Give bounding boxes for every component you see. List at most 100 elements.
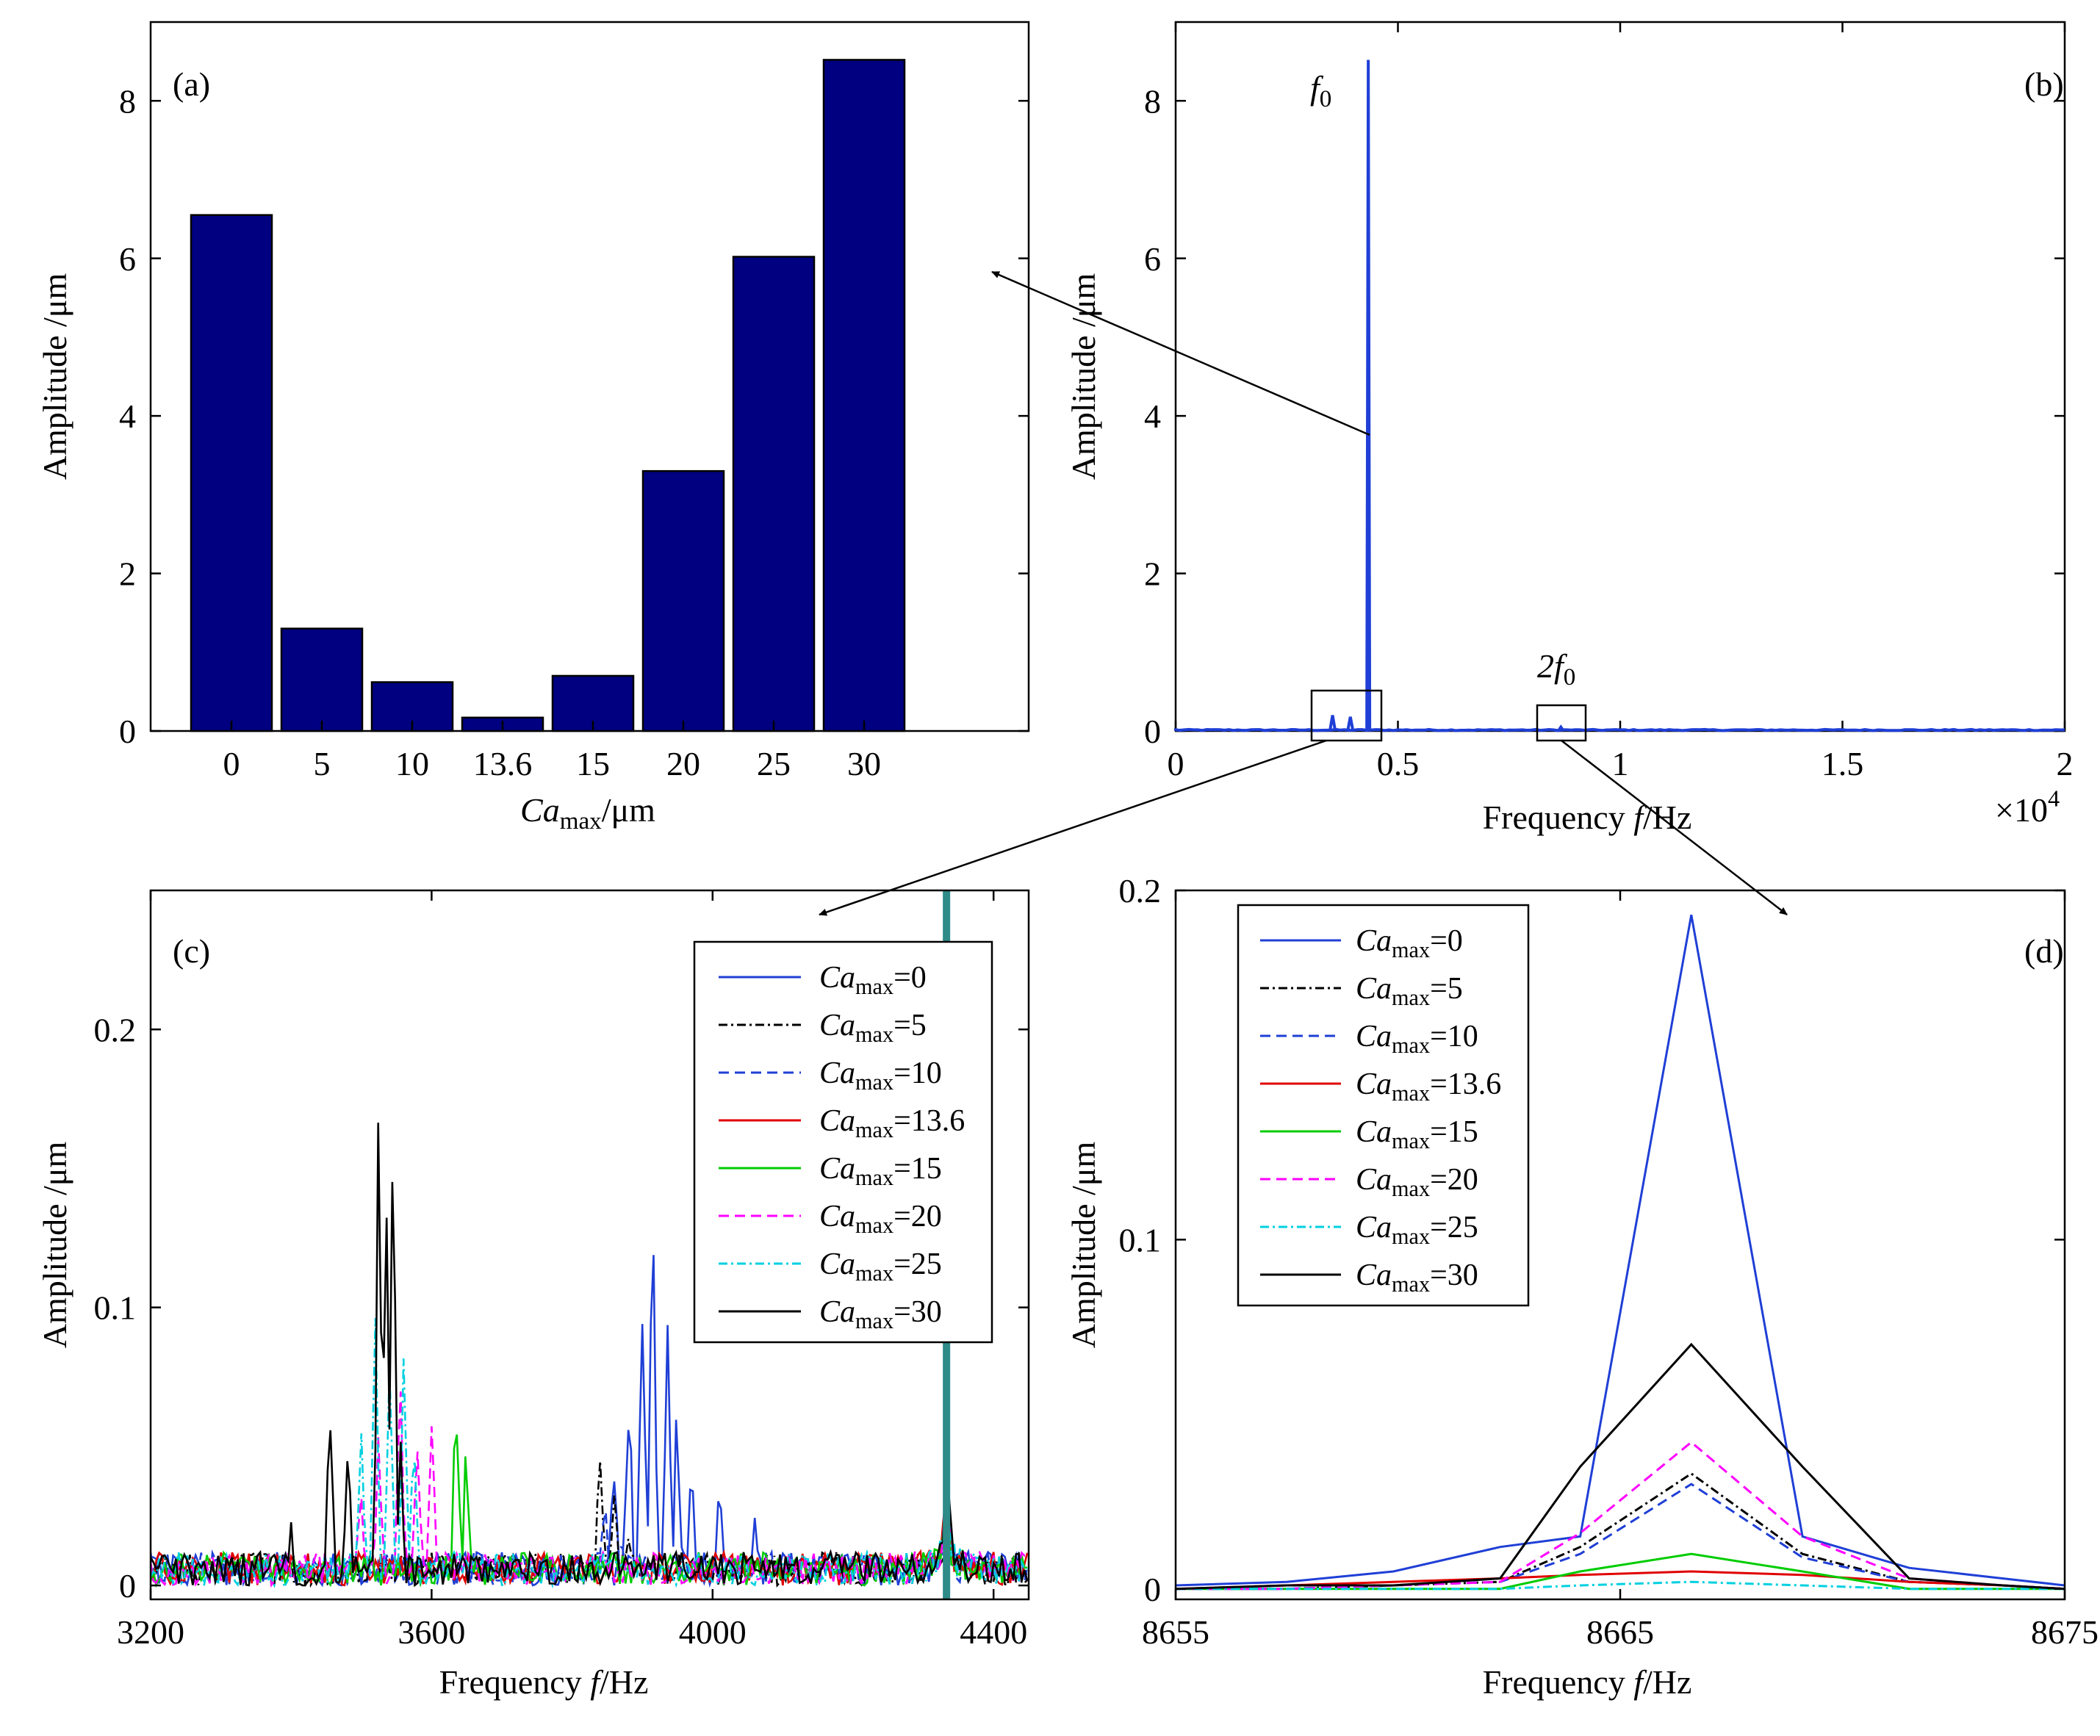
x-axis-label: Frequency f/Hz (1483, 1663, 1692, 1701)
minor-peak (1346, 716, 1355, 732)
arrow-to-a (991, 270, 1370, 436)
legend-label: Camax=0 (1356, 924, 1463, 962)
series-line-5 (1176, 1472, 2065, 1591)
y-tick-label: 2 (1144, 555, 1161, 593)
legend: Camax=0 Camax=5 Camax=10 Camax=13.6 Camax=15… (693, 940, 993, 1344)
legend-box (693, 940, 993, 1344)
x-tick-label: 8655 (1142, 1613, 1209, 1651)
y-tick-label: 0.1 (94, 1289, 137, 1327)
legend-label: Camax=15 (819, 1152, 942, 1190)
x-tick-label: 25 (757, 745, 791, 782)
x-axis-label: Camax/μm (520, 791, 655, 835)
x-tick-label: 5 (314, 745, 331, 782)
y-axis-label: Amplitude /μm (1065, 273, 1102, 480)
x-tick-label: 15 (576, 745, 610, 782)
bar-0 (190, 214, 273, 732)
y-tick-label: 0 (119, 713, 136, 750)
legend-box (1237, 904, 1530, 1307)
y-tick-label: 6 (1144, 240, 1161, 278)
y-tick-label: 2 (119, 555, 136, 593)
legend-label: Camax=25 (1356, 1211, 1478, 1249)
series-line-30 (151, 1123, 1029, 1587)
legend-label: Camax=20 (1356, 1163, 1478, 1201)
x-tick-label: 10 (395, 745, 429, 782)
x-tick-label: 8675 (2031, 1613, 2099, 1651)
x-tick-label: 1 (1612, 745, 1629, 782)
x-tick-label: 0 (223, 745, 240, 782)
legend-label: Camax=13.6 (1356, 1067, 1501, 1106)
y-tick-label: 4 (1144, 397, 1161, 435)
series-line-0 (1175, 915, 2065, 1587)
y-tick-label: 0 (1144, 713, 1161, 750)
y-tick-label: 0.1 (1119, 1221, 1162, 1258)
y-tick-label: 6 (119, 240, 136, 278)
plot-frame (1174, 21, 2066, 732)
legend-label: Camax=30 (819, 1295, 942, 1333)
x-tick-label: 0 (1168, 745, 1184, 782)
legend-label: Camax=10 (819, 1056, 942, 1095)
arrow-to-c (819, 739, 1327, 916)
panel-label: (d) (2024, 932, 2064, 970)
series-line-30 (1175, 1342, 2065, 1591)
series-line-13.6 (1175, 1570, 2065, 1591)
x-tick-label: 3600 (398, 1613, 465, 1651)
x-axis-label: Frequency f/Hz (439, 1663, 649, 1701)
y-tick-label: 8 (1144, 82, 1161, 120)
x-tick-label: 8665 (1586, 1613, 1654, 1651)
series-line-15 (1176, 1552, 2065, 1591)
series-line-25 (151, 1318, 1028, 1589)
x-tick-label: 4400 (960, 1613, 1027, 1651)
y-axis-label: Amplitude /μm (36, 273, 73, 480)
minor-peak (1328, 715, 1337, 732)
legend-label: Camax=10 (1356, 1020, 1478, 1058)
x-tick-label: 2 (2057, 745, 2074, 782)
peak-label-f0: f0 (1310, 69, 1331, 112)
bar-30 (822, 59, 906, 732)
legend-label: Camax=5 (819, 1009, 927, 1047)
zoom-box-d (1536, 704, 1587, 742)
plot-frame (149, 889, 1030, 1601)
connector-arrows (819, 270, 1788, 916)
legend-label: Camax=20 (819, 1200, 942, 1238)
bar-25 (732, 256, 816, 732)
x-tick-label: 3200 (117, 1613, 184, 1651)
panel-a-bar-chart: 0 5 10 13.6 15 20 25 30 0 2 4 6 8 (a) Amplitude /μm Cam… (36, 21, 1030, 835)
panel-label: (a) (173, 65, 210, 103)
peak-2f0 (1557, 724, 1565, 732)
legend-label: Camax=25 (819, 1247, 942, 1286)
y-tick-label: 0.2 (1119, 872, 1162, 910)
legend-label: Camax=30 (1356, 1258, 1478, 1297)
legend-label: Camax=15 (1356, 1115, 1478, 1153)
panel-label: (b) (2024, 65, 2064, 103)
bar-5 (280, 627, 364, 732)
x-tick-label: 30 (847, 745, 881, 782)
peak-f0 (1365, 60, 1372, 732)
arrow-to-d (1561, 740, 1788, 915)
y-axis-label: Amplitude /μm (36, 1142, 73, 1349)
panel-b-spectrum: 0 2 4 6 8 0 0.5 1 1.5 2 (b) f0 2f0 Amplitude /μm Frequ… (1065, 21, 2074, 836)
legend-label: Camax=0 (819, 961, 927, 999)
y-tick-label: 0 (1144, 1571, 1161, 1608)
x-tick-label: 0.5 (1377, 745, 1420, 782)
x-tick-label: 20 (666, 745, 700, 782)
x-tick-label: 4000 (679, 1613, 747, 1651)
y-tick-label: 8 (119, 82, 136, 120)
panel-label: (c) (173, 932, 210, 970)
x-tick-label: 1.5 (1822, 745, 1864, 782)
x-multiplier: ×104 (1995, 785, 2060, 829)
panel-d-zoom-2f0: 0 0.1 0.2 8655 8665 8675 (d) Amplitude /μm Frequ… (1065, 872, 2099, 1701)
series-line-25 (1176, 1580, 2065, 1591)
legend: Camax=0 Camax=5 Camax=10 Camax=13.6 Camax=15… (1237, 904, 1530, 1307)
x-axis-label: Frequency f/Hz (1483, 799, 1692, 836)
y-tick-label: 0.2 (94, 1011, 137, 1048)
zoom-box-c (1310, 689, 1383, 742)
y-tick-label: 4 (119, 397, 136, 435)
peak-label-2f0: 2f0 (1537, 647, 1575, 691)
x-tick-label: 13.6 (473, 745, 533, 782)
y-tick-label: 0 (119, 1567, 136, 1604)
panel-c-zoom-low-frequency: 0 0.1 0.2 3200 3600 4000 4400 (c) Amplitude /μm F… (36, 889, 1030, 1701)
y-axis-label: Amplitude /μm (1065, 1142, 1102, 1349)
series-line-20 (1176, 1441, 2065, 1591)
legend-label: Camax=5 (1356, 972, 1463, 1010)
